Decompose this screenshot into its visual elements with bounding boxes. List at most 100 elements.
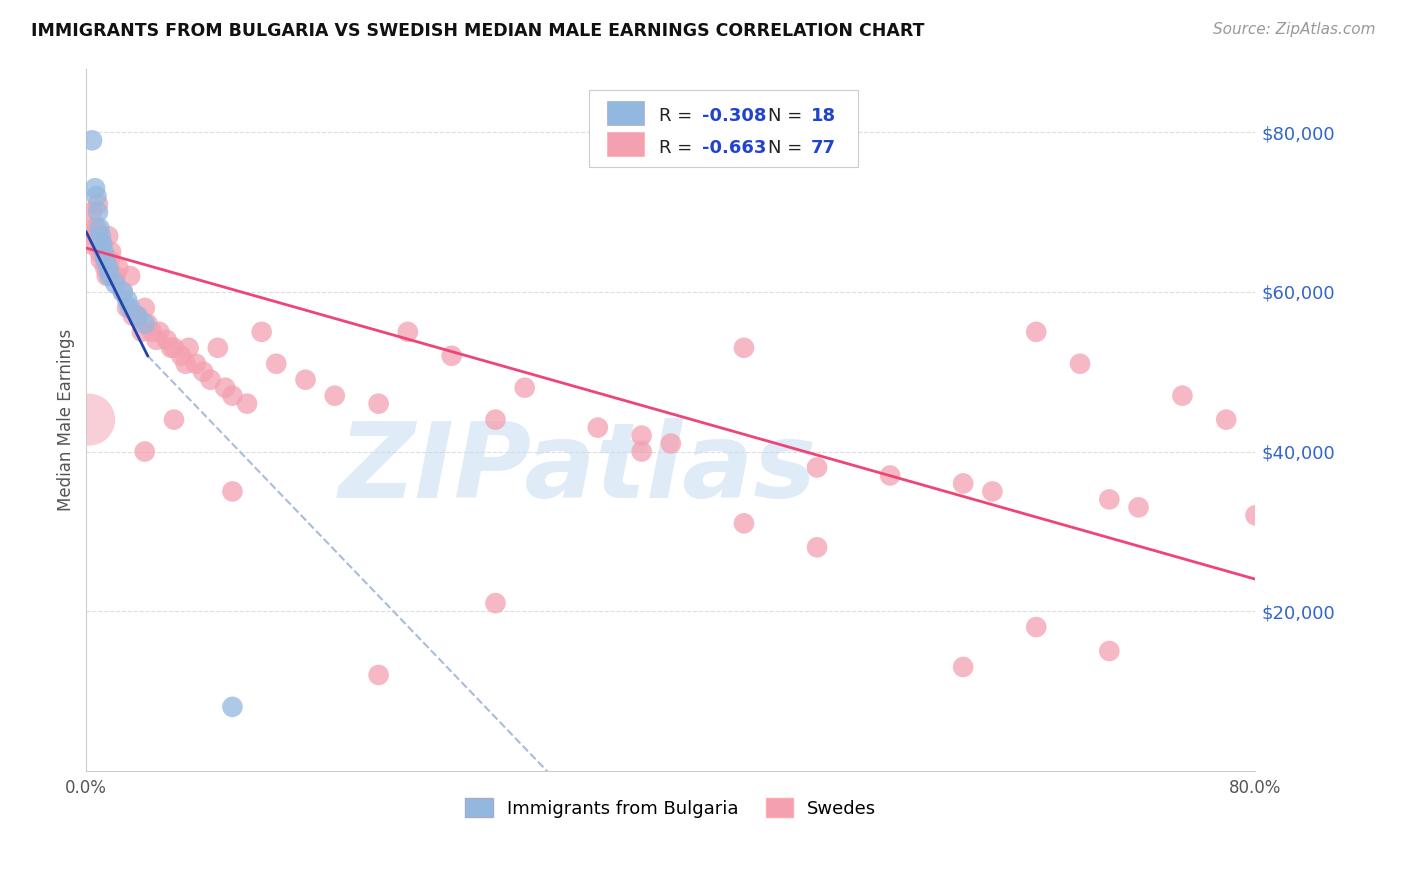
Point (115, 301, 138, 315)
Point (104, 277, 127, 291)
Point (200, 373, 222, 387)
Point (214, 381, 236, 395)
Point (127, 309, 149, 323)
Point (91, 237, 114, 252)
Point (84, 229, 107, 244)
Point (98, 268, 121, 283)
Point (100, 245, 122, 260)
Point (145, 333, 167, 347)
Point (323, 389, 346, 403)
Point (266, 357, 288, 371)
Text: 77: 77 (811, 139, 837, 157)
Point (221, 699, 243, 714)
Text: N =: N = (768, 106, 808, 125)
Point (170, 349, 193, 363)
Point (79, 237, 101, 252)
Point (1069, 357, 1091, 371)
Point (101, 268, 124, 283)
Point (207, 341, 229, 355)
Point (367, 397, 389, 411)
Text: -0.308: -0.308 (703, 106, 766, 125)
Point (396, 325, 419, 339)
Point (93, 245, 115, 260)
Point (87, 197, 110, 211)
Point (84, 181, 107, 195)
Point (136, 317, 159, 331)
Point (1098, 644, 1121, 658)
Point (86, 189, 108, 203)
Point (177, 341, 200, 355)
Text: 18: 18 (811, 106, 837, 125)
Point (91, 237, 114, 252)
Point (1128, 500, 1150, 515)
Point (586, 420, 609, 434)
Text: -0.663: -0.663 (703, 139, 766, 157)
Point (659, 436, 682, 450)
Point (156, 333, 179, 347)
Text: R =: R = (659, 139, 699, 157)
FancyBboxPatch shape (606, 132, 644, 156)
Point (221, 484, 243, 499)
Point (1098, 492, 1121, 507)
Point (97, 260, 120, 275)
Point (96, 268, 118, 283)
Point (120, 301, 142, 315)
Point (879, 468, 901, 483)
Point (484, 412, 506, 426)
Point (484, 596, 506, 610)
Point (141, 325, 163, 339)
Point (77, 412, 100, 426)
Point (111, 285, 134, 299)
Point (82, 205, 104, 219)
Point (1025, 620, 1047, 634)
Point (952, 660, 974, 674)
Point (806, 460, 828, 475)
Legend: Immigrants from Bulgaria, Swedes: Immigrants from Bulgaria, Swedes (458, 791, 883, 825)
Text: ZIPatlas: ZIPatlas (339, 417, 817, 520)
Point (89, 245, 111, 260)
Point (513, 381, 536, 395)
Point (236, 397, 259, 411)
Point (115, 293, 138, 307)
Point (193, 365, 215, 379)
Point (733, 516, 755, 531)
Point (94, 260, 117, 275)
Point (127, 309, 149, 323)
Point (89, 221, 111, 235)
Point (160, 341, 183, 355)
Point (120, 268, 142, 283)
Point (97, 229, 120, 244)
Point (134, 444, 156, 458)
Point (134, 301, 156, 315)
Point (107, 260, 129, 275)
Point (1025, 325, 1047, 339)
Point (367, 668, 389, 682)
Point (174, 357, 197, 371)
Point (82, 133, 104, 147)
Text: R =: R = (659, 106, 699, 125)
Point (94, 253, 117, 268)
Text: IMMIGRANTS FROM BULGARIA VS SWEDISH MEDIAN MALE EARNINGS CORRELATION CHART: IMMIGRANTS FROM BULGARIA VS SWEDISH MEDI… (31, 22, 924, 40)
Point (148, 325, 170, 339)
FancyBboxPatch shape (606, 101, 644, 125)
FancyBboxPatch shape (589, 89, 858, 167)
Point (221, 389, 243, 403)
Point (1244, 508, 1267, 523)
Point (163, 412, 186, 426)
Point (733, 341, 755, 355)
Point (250, 325, 273, 339)
Point (83, 221, 105, 235)
Point (981, 484, 1004, 499)
Point (122, 309, 145, 323)
Point (440, 349, 463, 363)
Point (86, 221, 108, 235)
Point (630, 428, 652, 442)
Point (93, 249, 115, 263)
Point (630, 444, 652, 458)
Point (952, 476, 974, 491)
Point (1171, 389, 1194, 403)
Point (163, 341, 186, 355)
Point (111, 285, 134, 299)
Y-axis label: Median Male Earnings: Median Male Earnings (58, 328, 75, 511)
Point (806, 541, 828, 555)
